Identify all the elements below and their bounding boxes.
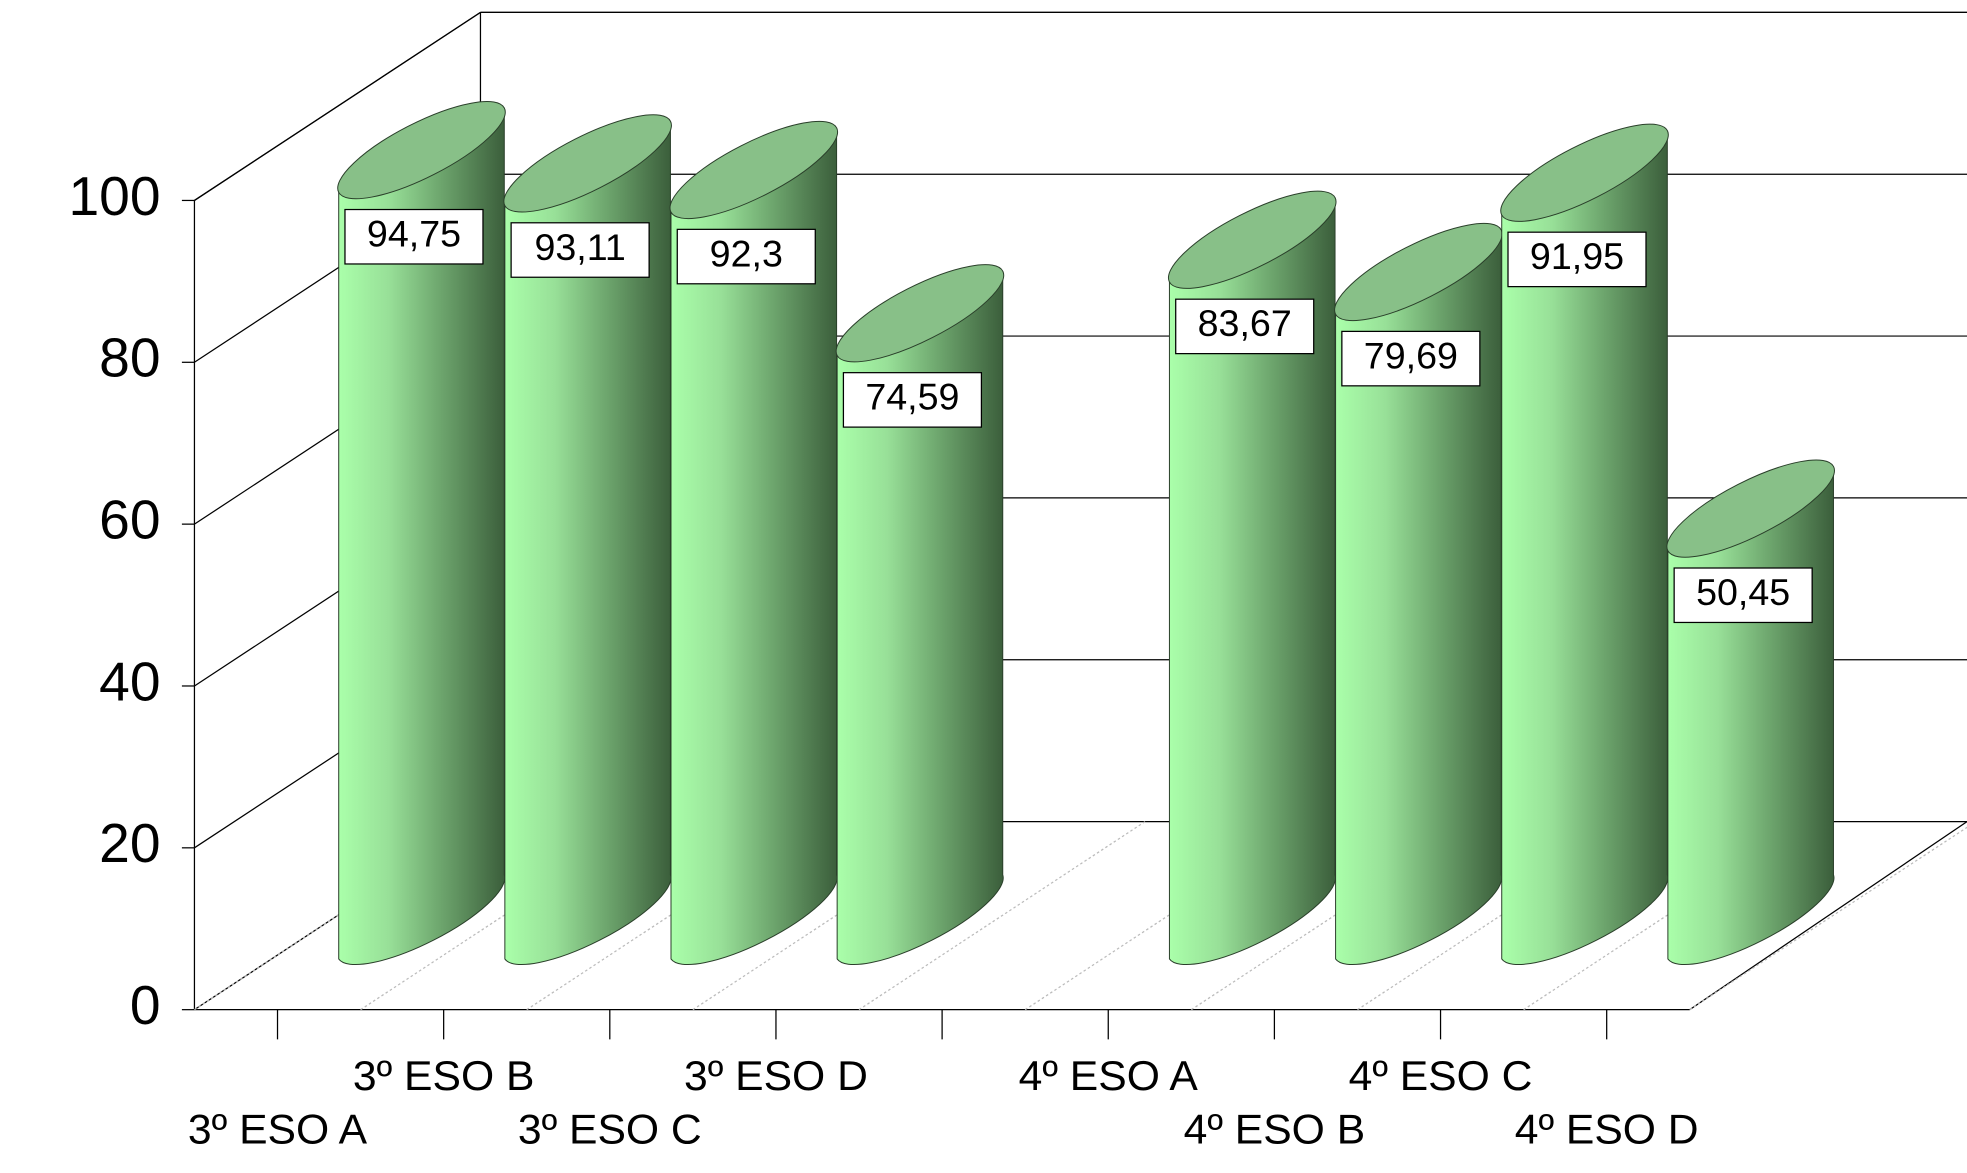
value-label: 91,95 xyxy=(1530,235,1624,277)
value-label: 79,69 xyxy=(1364,335,1458,377)
x-tick-label: 4º ESO B xyxy=(1184,1106,1366,1153)
bar-top xyxy=(337,101,506,200)
bar-top xyxy=(1666,459,1835,558)
bar-top xyxy=(1334,222,1503,322)
value-label-box xyxy=(1507,231,1647,288)
y-tick-label: 40 xyxy=(99,651,160,713)
y-tick-label: 100 xyxy=(68,165,160,227)
grid-line xyxy=(194,11,481,201)
value-label-box xyxy=(1175,298,1315,355)
value-label: 92,3 xyxy=(710,233,783,275)
bar-top xyxy=(835,264,1005,363)
bars: 94,75 93,11 92,3 74,59 83,67 79,69 91,95 50,45 xyxy=(337,101,1835,966)
y-tick-label: 60 xyxy=(99,489,160,551)
value-label: 94,75 xyxy=(367,213,461,255)
bar-top xyxy=(503,114,672,213)
floor-line xyxy=(858,821,1146,1011)
bar-top xyxy=(1167,190,1337,289)
x-tick-label: 3º ESO D xyxy=(684,1052,868,1099)
bar-top xyxy=(669,120,839,220)
value-label-box xyxy=(1341,330,1481,387)
value-label-box xyxy=(510,222,650,278)
x-tick-label: 3º ESO A xyxy=(188,1106,368,1153)
bar-top xyxy=(1500,123,1669,222)
value-label: 83,67 xyxy=(1198,302,1292,344)
y-tick-label: 20 xyxy=(99,813,160,875)
value-label: 50,45 xyxy=(1696,571,1790,613)
value-label-box xyxy=(842,372,983,428)
y-tick-label: 80 xyxy=(99,327,160,389)
value-label-box xyxy=(344,208,484,265)
value-label: 74,59 xyxy=(865,376,959,418)
y-tick-label: 0 xyxy=(130,974,161,1036)
x-tick-label: 4º ESO A xyxy=(1019,1052,1199,1099)
x-tick-label: 4º ESO D xyxy=(1515,1106,1699,1153)
x-tick-label: 4º ESO C xyxy=(1349,1052,1533,1099)
x-tick-label: 3º ESO B xyxy=(353,1052,535,1099)
value-label-box xyxy=(676,228,816,285)
floor-line xyxy=(1689,826,1967,1011)
value-label: 93,11 xyxy=(534,226,625,268)
x-tick-label: 3º ESO C xyxy=(518,1106,702,1153)
value-label-box xyxy=(1673,567,1813,624)
